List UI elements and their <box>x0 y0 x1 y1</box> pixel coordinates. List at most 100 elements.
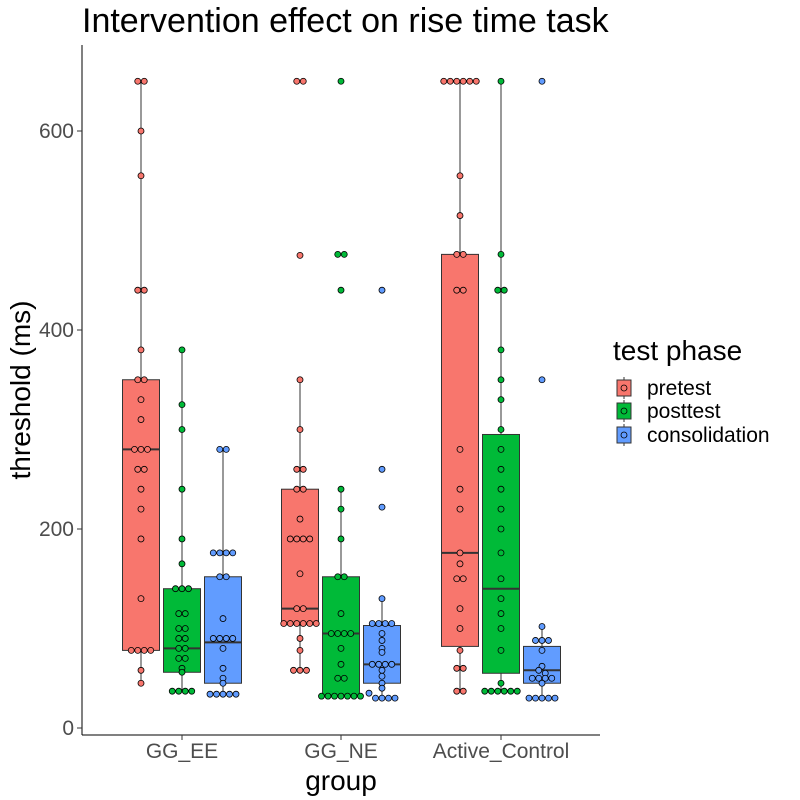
data-point <box>459 250 467 258</box>
data-point <box>513 687 521 695</box>
data-point <box>497 396 505 404</box>
data-point <box>337 645 345 652</box>
data-point <box>185 585 192 593</box>
data-point <box>337 535 345 543</box>
data-point <box>541 674 549 682</box>
data-point <box>318 692 325 700</box>
data-point <box>391 694 399 702</box>
data-point <box>178 560 186 568</box>
data-point <box>178 535 186 543</box>
data-point <box>497 426 505 433</box>
data-point <box>306 535 314 543</box>
data-point <box>188 687 196 695</box>
data-point <box>497 646 505 654</box>
data-point <box>497 505 505 513</box>
data-point <box>494 687 502 695</box>
box-body <box>281 488 319 625</box>
y-axis-ticks: 0 200 400 600 <box>39 120 82 740</box>
data-point <box>440 77 448 85</box>
data-point <box>137 416 145 423</box>
data-point <box>538 679 546 687</box>
data-point <box>456 485 464 493</box>
data-point <box>175 625 183 632</box>
x-tick-label: GG_NE <box>304 740 378 763</box>
data-point <box>229 549 237 557</box>
data-point <box>497 549 505 557</box>
data-point <box>385 694 392 702</box>
data-point <box>453 250 461 258</box>
data-point <box>350 692 358 700</box>
data-point <box>219 615 227 622</box>
data-point <box>140 77 148 85</box>
data-point <box>293 485 301 493</box>
data-point <box>331 692 338 700</box>
data-point <box>334 250 342 258</box>
data-point <box>296 635 304 642</box>
data-point <box>140 465 148 473</box>
data-point <box>453 664 461 672</box>
box-pretest-GG_NE <box>280 77 320 674</box>
data-point <box>168 687 176 695</box>
data-point <box>378 648 386 656</box>
data-point <box>178 401 186 409</box>
data-point <box>538 646 546 654</box>
data-point <box>337 286 345 294</box>
data-point <box>299 465 307 473</box>
data-point <box>147 646 155 654</box>
data-point <box>497 610 505 617</box>
data-point <box>296 646 304 654</box>
data-point <box>293 605 301 612</box>
data-point <box>337 660 345 668</box>
data-point <box>497 679 505 687</box>
data-point <box>381 620 389 627</box>
data-point <box>140 286 148 294</box>
box-consolidation-Active_Control <box>523 77 561 702</box>
data-point <box>178 485 186 493</box>
data-point <box>219 679 227 687</box>
data-point <box>137 172 145 180</box>
x-tick-label: Active_Control <box>433 740 570 763</box>
data-point <box>538 694 546 702</box>
data-point <box>337 77 345 85</box>
data-point <box>293 620 301 627</box>
data-point <box>378 694 386 702</box>
data-point <box>456 625 464 632</box>
data-point <box>137 535 145 543</box>
data-point <box>535 666 543 674</box>
data-point <box>175 645 183 652</box>
data-point <box>219 645 227 652</box>
data-point <box>299 535 307 543</box>
box-posttest-GG_NE <box>318 77 364 700</box>
data-point <box>525 694 533 702</box>
data-point <box>378 595 386 603</box>
data-point <box>286 620 294 627</box>
data-point <box>453 575 461 583</box>
data-point <box>181 687 189 695</box>
data-point <box>337 610 345 617</box>
data-point <box>344 692 351 700</box>
data-point <box>466 77 474 85</box>
data-point <box>456 605 464 612</box>
data-point <box>368 620 376 627</box>
data-point <box>232 690 240 698</box>
data-point <box>372 694 379 702</box>
data-point <box>296 376 304 384</box>
data-point <box>456 646 464 654</box>
data-point <box>134 77 142 85</box>
data-point <box>144 445 151 453</box>
data-point <box>500 687 508 695</box>
data-point <box>368 660 376 668</box>
chart-title: Intervention effect on rise time task <box>82 2 610 40</box>
data-point <box>219 690 227 698</box>
data-point <box>375 660 383 668</box>
data-point <box>181 645 189 652</box>
data-point <box>216 635 224 642</box>
data-point <box>337 505 345 513</box>
data-point <box>134 286 142 294</box>
data-point <box>340 674 348 682</box>
data-point <box>538 637 546 644</box>
data-point <box>216 445 224 453</box>
data-point <box>538 376 546 384</box>
data-point <box>497 595 505 603</box>
